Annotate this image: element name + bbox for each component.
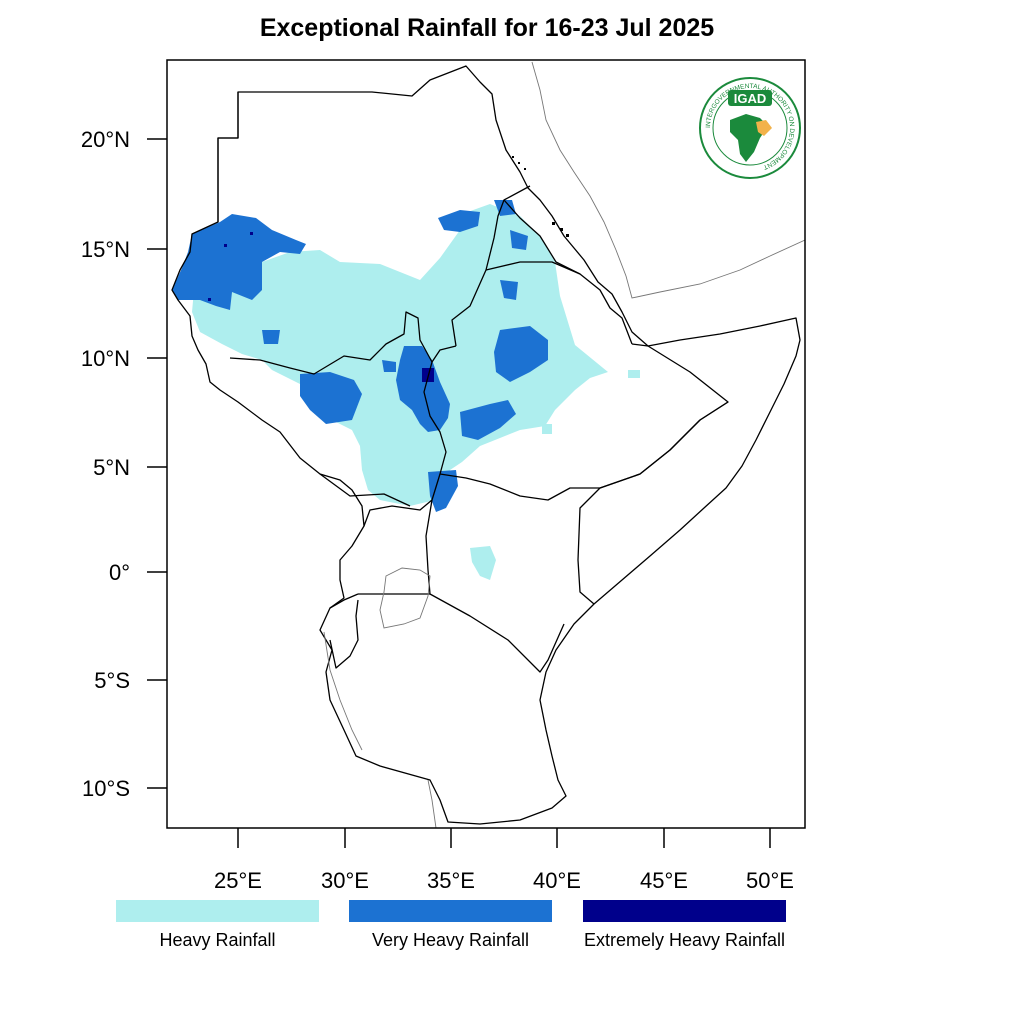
legend-swatch-extremely-heavy [583, 900, 786, 922]
lon-tick-label: 40°E [533, 868, 581, 893]
lat-tick-label: 5°S [94, 668, 130, 693]
legend-very-heavy: Very Heavy Rainfall [349, 900, 552, 951]
country-borders [171, 65, 801, 825]
lat-tick-label: 5°N [93, 455, 130, 480]
lat-tick-label: 20°N [81, 127, 130, 152]
very-heavy-rainfall-areas [172, 200, 548, 512]
lat-tick-label: 15°N [81, 237, 130, 262]
longitude-axis [237, 828, 771, 848]
legend-swatch-heavy [116, 900, 319, 922]
legend-label-very-heavy: Very Heavy Rainfall [371, 930, 530, 950]
lon-tick-label: 45°E [640, 868, 688, 893]
lat-tick-label: 10°S [82, 776, 130, 801]
lon-tick-label: 30°E [321, 868, 369, 893]
map-title: Exceptional Rainfall for 16-23 Jul 2025 [259, 14, 715, 42]
legend-label-extremely-heavy: Extremely Heavy Rainfall [583, 930, 786, 950]
lat-tick-label: 10°N [81, 346, 130, 371]
legend-swatch-very-heavy [349, 900, 552, 922]
igad-logo: INTERGOVERNMENTAL AUTHORITY ON DEVELOPME… [699, 77, 801, 179]
lon-tick-label: 25°E [214, 868, 262, 893]
logo-text: IGAD [734, 91, 767, 106]
plot-frame [166, 59, 806, 829]
lat-tick-label: 0° [109, 560, 130, 585]
legend-heavy: Heavy Rainfall [116, 900, 319, 951]
lakes-and-coasts [323, 61, 805, 828]
heavy-rainfall-areas [192, 204, 640, 580]
legend-label-heavy: Heavy Rainfall [159, 930, 276, 950]
lon-tick-label: 50°E [746, 868, 794, 893]
latitude-axis [147, 138, 167, 789]
dahlak-islands [512, 156, 569, 237]
lon-tick-label: 35°E [427, 868, 475, 893]
legend-extremely-heavy: Extremely Heavy Rainfall [583, 900, 786, 951]
